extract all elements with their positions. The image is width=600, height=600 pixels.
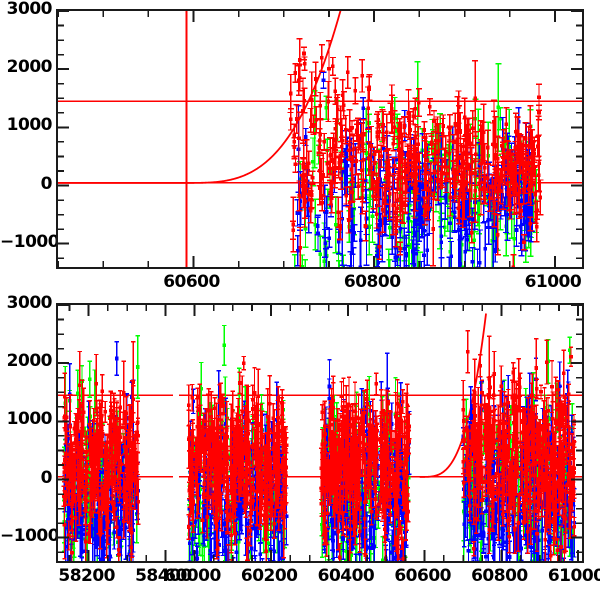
top-y-tick-1000: 1000 [6,115,53,136]
top-x-tick-60800: 60800 [343,272,401,292]
top-x-tick-60600: 60600 [163,272,220,292]
bottom-x-tick-58200: 58200 [58,566,116,586]
top-y-tick--1000: −1000 [0,231,60,252]
top-panel-svg [58,11,582,267]
top-y-tick-3000: 3000 [6,0,53,19]
bottom-x-tick-58400: 58400 [135,566,192,586]
bottom-panel-svg [58,305,582,561]
top-panel-canvas [58,11,582,267]
top-panel-plot-area [56,9,584,269]
top-y-tick-2000: 2000 [6,57,53,78]
bottom-x-tick-61000: 61000 [547,566,600,586]
bottom-panel: −1000 0 1000 2000 3000 58200 58400 60000 60200 6… [0,293,600,600]
bottom-x-tick-60800: 60800 [471,566,528,586]
bottom-y-tick-3000: 3000 [6,293,53,313]
bottom-x-tick-60400: 60400 [317,566,375,586]
bottom-y-tick-1000: 1000 [6,409,53,430]
bottom-y-tick-0: 0 [40,467,53,488]
bottom-panel-canvas [58,305,582,561]
bottom-x-tick-60200: 60200 [240,566,298,586]
bottom-panel-plot-area [56,303,584,563]
bottom-x-tick-60600: 60600 [394,566,451,586]
bottom-y-tick--1000: −1000 [0,525,60,546]
top-x-tick-61000: 61000 [524,272,582,292]
top-panel: −1000 0 1000 2000 3000 60600 60800 61000 [0,0,584,292]
bottom-y-tick-2000: 2000 [6,351,53,372]
top-y-tick-0: 0 [40,173,53,194]
bottom-x-tick-60000: 60000 [164,566,221,586]
